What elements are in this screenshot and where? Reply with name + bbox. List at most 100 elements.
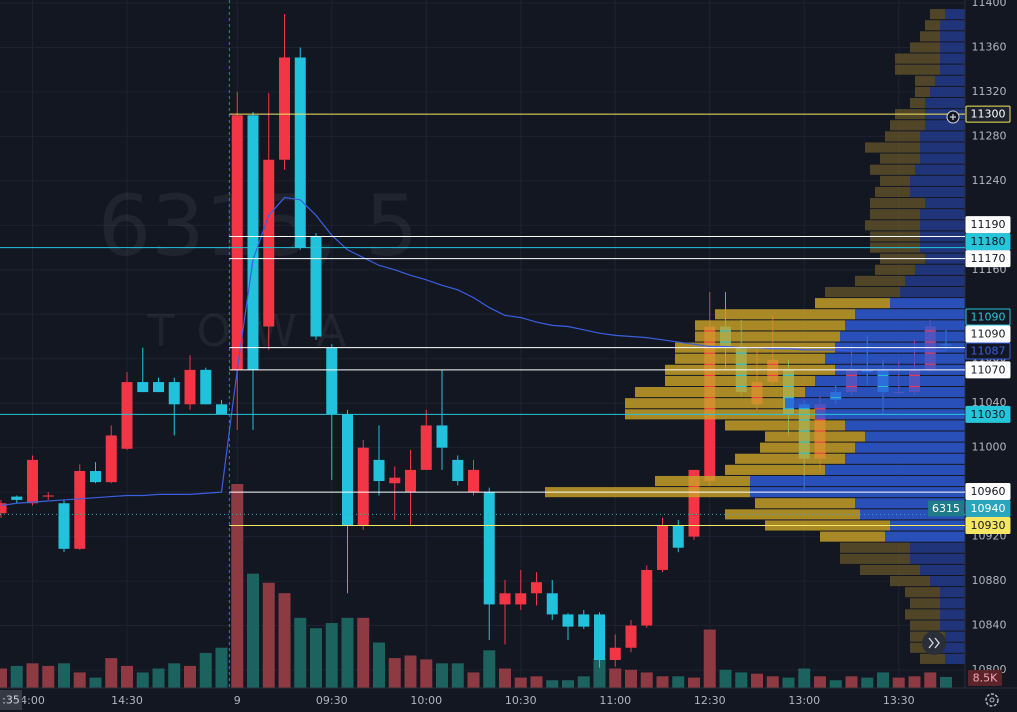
vwap-line — [0, 196, 946, 507]
profile-bar — [910, 598, 940, 609]
candle-body — [657, 525, 668, 570]
profile-bar — [840, 331, 965, 342]
profile-bar — [870, 209, 920, 220]
profile-bar — [840, 542, 910, 553]
volume-bar — [73, 672, 86, 688]
settings-icon-core — [989, 697, 995, 703]
profile-bar — [940, 53, 965, 64]
candle-body — [562, 614, 574, 627]
profile-bar — [920, 131, 965, 142]
profile-bar — [920, 653, 945, 664]
profile-bar — [915, 75, 935, 86]
profile-bar — [635, 387, 805, 398]
volume-bar — [58, 663, 70, 688]
profile-bar — [900, 286, 965, 298]
profile-bar — [910, 42, 940, 53]
volume-label: 8.5K — [973, 672, 998, 685]
candle-body — [0, 503, 7, 514]
volume-bar — [231, 484, 244, 688]
candle-body — [137, 382, 149, 393]
price-label-box — [965, 361, 1011, 379]
candle-body — [436, 425, 448, 448]
profile-bar — [845, 320, 965, 331]
profile-bar — [920, 209, 965, 220]
candle-body — [468, 469, 479, 493]
price-label-box — [965, 233, 1011, 251]
price-label: 11030 — [971, 408, 1006, 421]
scroll-to-latest-button[interactable] — [922, 631, 946, 655]
volume-bar — [105, 658, 118, 688]
volume-bar — [42, 665, 55, 688]
volume-bar — [310, 628, 322, 688]
candle-body — [153, 382, 164, 393]
volume-bar — [861, 677, 874, 688]
candle-body — [200, 369, 212, 405]
profile-bar — [875, 186, 910, 198]
volume-label-box — [968, 670, 1002, 686]
volume-bar — [262, 582, 275, 688]
volume-bar — [940, 676, 952, 688]
profile-bar — [890, 576, 930, 587]
profile-bar — [820, 531, 885, 542]
profile-bar — [885, 131, 920, 142]
profile-bar — [865, 431, 965, 442]
profile-bar — [925, 120, 965, 131]
price-label-box — [965, 308, 1011, 326]
candle-body — [641, 569, 653, 626]
profile-bar — [880, 153, 920, 164]
volume-bar — [184, 665, 196, 688]
volume-bar — [908, 676, 921, 688]
add-alert-plus — [950, 114, 956, 120]
volume-bar — [514, 677, 527, 688]
profile-bar — [940, 587, 965, 598]
candle-body — [609, 647, 621, 660]
profile-bar — [945, 653, 965, 664]
profile-bar — [870, 164, 915, 175]
candle-body — [310, 236, 322, 337]
price-label: 11190 — [971, 218, 1006, 231]
price-tag-box — [928, 500, 964, 517]
volume-bar — [877, 672, 889, 688]
x-tick-label: 11:00 — [599, 694, 631, 707]
profile-bar — [925, 198, 965, 209]
volume-bar — [530, 676, 543, 688]
candle-body — [263, 159, 275, 327]
profile-bar — [755, 498, 855, 509]
price-label: 11180 — [971, 235, 1006, 248]
profile-bar — [765, 431, 865, 442]
y-tick-label: 11000 — [972, 441, 1007, 454]
profile-bar — [855, 309, 965, 320]
candle-body — [27, 459, 38, 504]
volume-bar — [278, 593, 291, 688]
price-label: 11090 — [971, 327, 1006, 340]
volume-bar — [388, 658, 401, 688]
profile-bar — [910, 97, 925, 109]
profile-bar — [860, 564, 920, 576]
volume-bar — [625, 669, 637, 688]
candle-body — [405, 469, 416, 493]
price-label-box — [965, 342, 1011, 360]
candle-body — [373, 459, 385, 482]
volume-bar — [593, 658, 606, 688]
profile-bar — [910, 620, 940, 631]
candle-body — [688, 469, 700, 537]
profile-bar — [940, 20, 965, 31]
volume-bar — [10, 665, 23, 688]
profile-bar — [925, 97, 965, 109]
profile-bar — [805, 387, 965, 398]
price-label-box — [965, 250, 1011, 268]
price-label-box — [965, 105, 1011, 123]
price-label: 11090 — [971, 310, 1006, 323]
price-label: 10960 — [971, 485, 1006, 498]
settings-button[interactable] — [985, 693, 999, 707]
price-label: 10930 — [971, 519, 1006, 532]
profile-bar — [825, 464, 965, 475]
time-cursor-box — [0, 690, 22, 710]
y-tick-label: 11320 — [972, 85, 1007, 98]
x-tick-label: 09:30 — [316, 694, 348, 707]
volume-bar — [247, 573, 259, 688]
profile-bar — [855, 275, 905, 286]
volume-bar — [766, 676, 779, 688]
candle-body — [90, 471, 101, 483]
